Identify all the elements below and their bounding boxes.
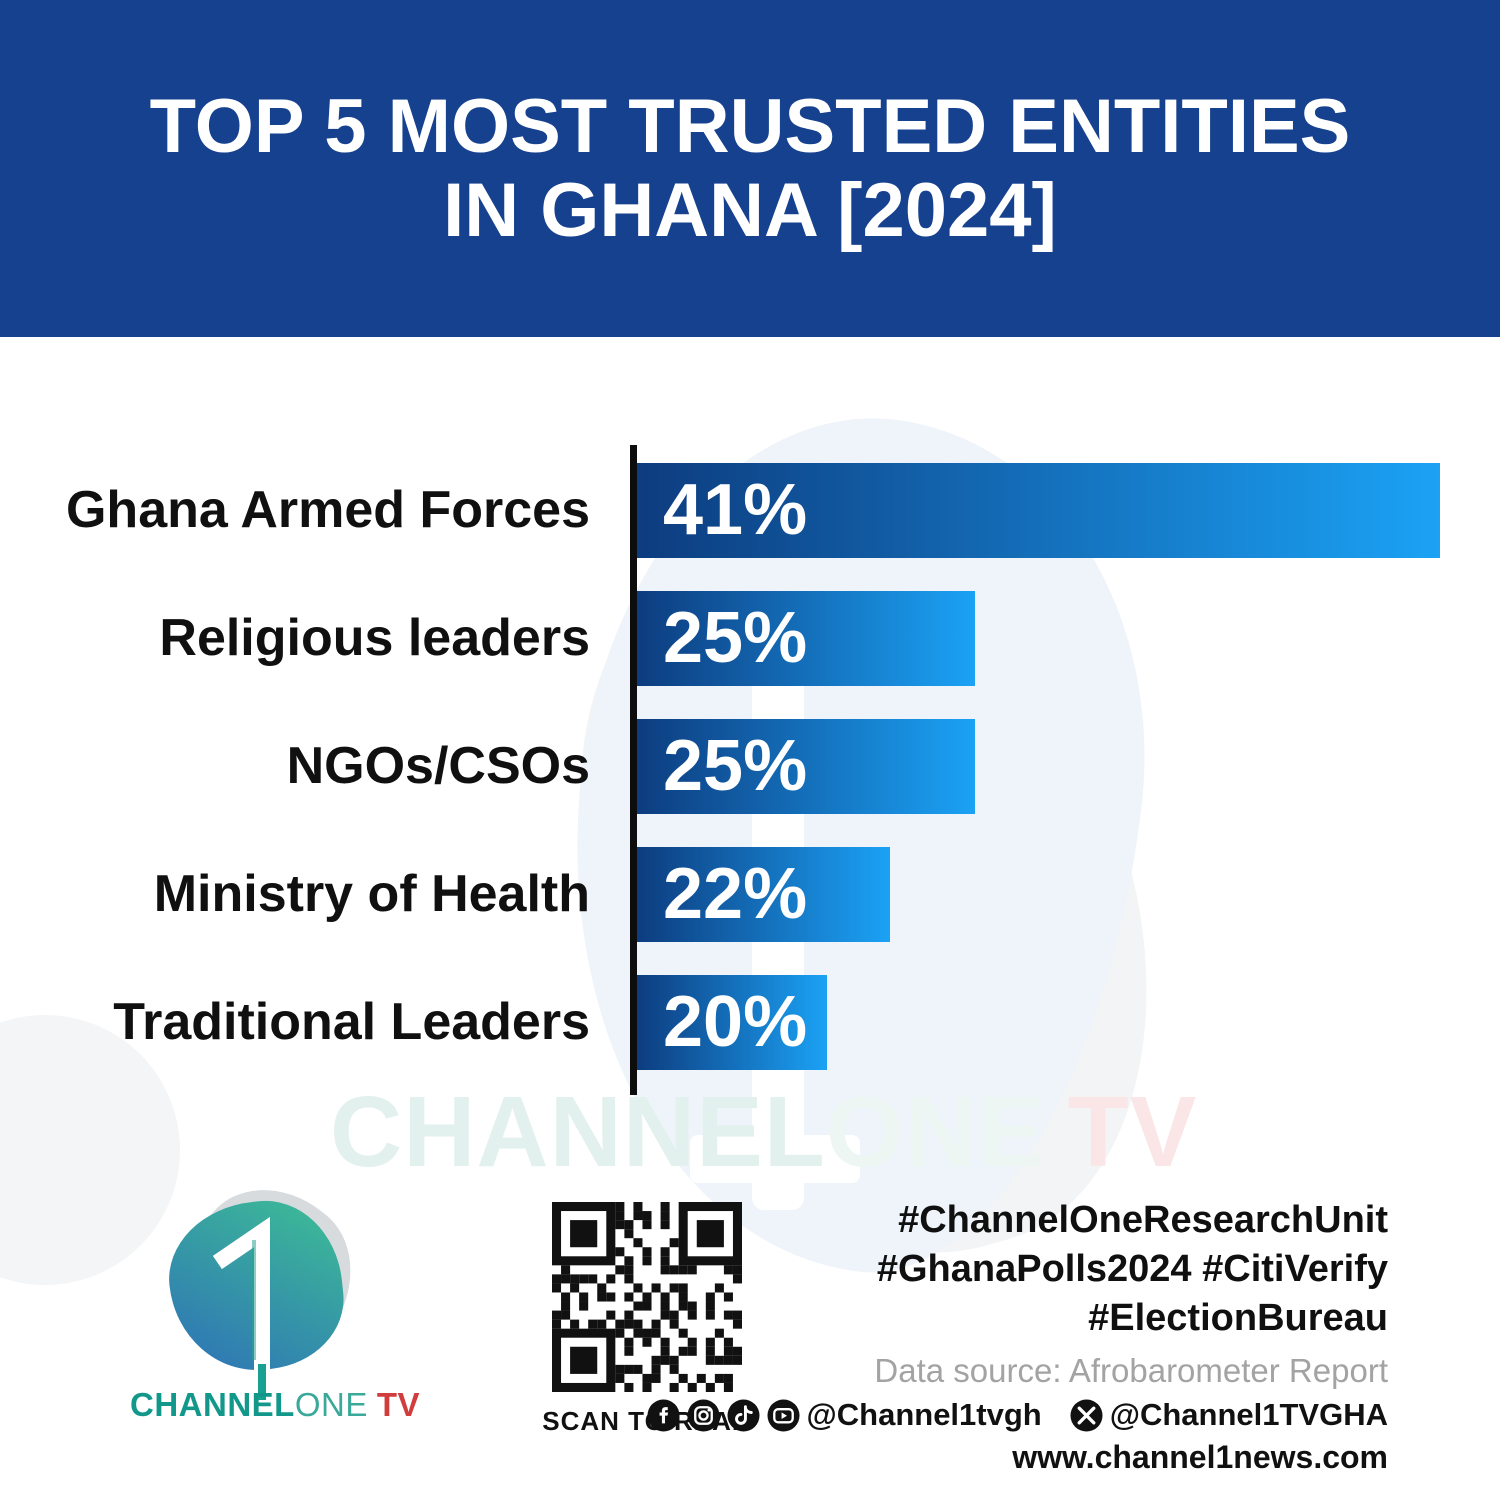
bar-ghana-armed-forces: 41% (637, 463, 1440, 558)
logo-numeral-one-icon (212, 1216, 270, 1400)
category-label: Ministry of Health (153, 865, 590, 923)
header-banner: TOP 5 MOST TRUSTED ENTITIES IN GHANA [20… (0, 0, 1500, 337)
hashtag-line-2: #GhanaPolls2024 #CitiVerify (876, 1248, 1388, 1290)
category-label: Traditional Leaders (113, 993, 590, 1051)
youtube-icon (767, 1398, 800, 1432)
social-handle-x: @Channel1TVGHA (1109, 1397, 1388, 1432)
bar-ministry-of-health: 22% (637, 847, 890, 942)
bar-ngos-csos: 25% (637, 719, 975, 814)
page-title-line-2: IN GHANA [2024] (443, 167, 1057, 253)
website-url: www.channel1news.com (1012, 1439, 1388, 1475)
category-label: Ghana Armed Forces (65, 481, 590, 539)
watermark-one: ONE (825, 1076, 1046, 1188)
wordmark-one: ONE (294, 1386, 368, 1423)
logo-wordmark: CHANNELONE TV (130, 1388, 420, 1422)
tiktok-icon (727, 1398, 760, 1432)
category-label: NGOs/CSOs (286, 737, 590, 795)
instagram-icon (687, 1398, 720, 1432)
hashtag-line-1: #ChannelOneResearchUnit (898, 1199, 1388, 1241)
watermark-wordmark: CHANNELONE TV (330, 1082, 1197, 1182)
social-handle-main: @Channel1tvgh (806, 1397, 1042, 1432)
wordmark-tv: TV (376, 1386, 421, 1423)
bar-value-label: 25% (663, 598, 808, 678)
x-icon (1070, 1398, 1103, 1432)
watermark-one-notch (690, 1135, 860, 1183)
qr-code (552, 1202, 742, 1392)
wordmark-channel: CHANNEL (130, 1386, 295, 1423)
facebook-icon (647, 1398, 680, 1432)
channel-one-logo (148, 1159, 386, 1423)
page-title-line-1: TOP 5 MOST TRUSTED ENTITIES (149, 83, 1351, 169)
bar-religious-leaders: 25% (637, 591, 975, 686)
social-handles-row: @Channel1tvgh @Channel1TVGHA (647, 1397, 1388, 1433)
hashtag-line-3: #ElectionBureau (1088, 1297, 1388, 1339)
category-label: Religious leaders (159, 609, 590, 667)
bar-value-label: 41% (663, 470, 808, 550)
footer-right-column: #ChannelOneResearchUnit #GhanaPolls2024 … (647, 1196, 1388, 1476)
watermark-channel: CHANNEL (330, 1076, 826, 1188)
watermark-tv: TV (1067, 1076, 1198, 1188)
bar-value-label: 25% (663, 726, 808, 806)
data-source-note: Data source: Afrobarometer Report (874, 1352, 1388, 1389)
chart-axis-line (630, 445, 637, 1095)
bar-traditional-leaders: 20% (637, 975, 827, 1070)
bar-value-label: 20% (663, 982, 808, 1062)
bar-value-label: 22% (663, 854, 808, 934)
